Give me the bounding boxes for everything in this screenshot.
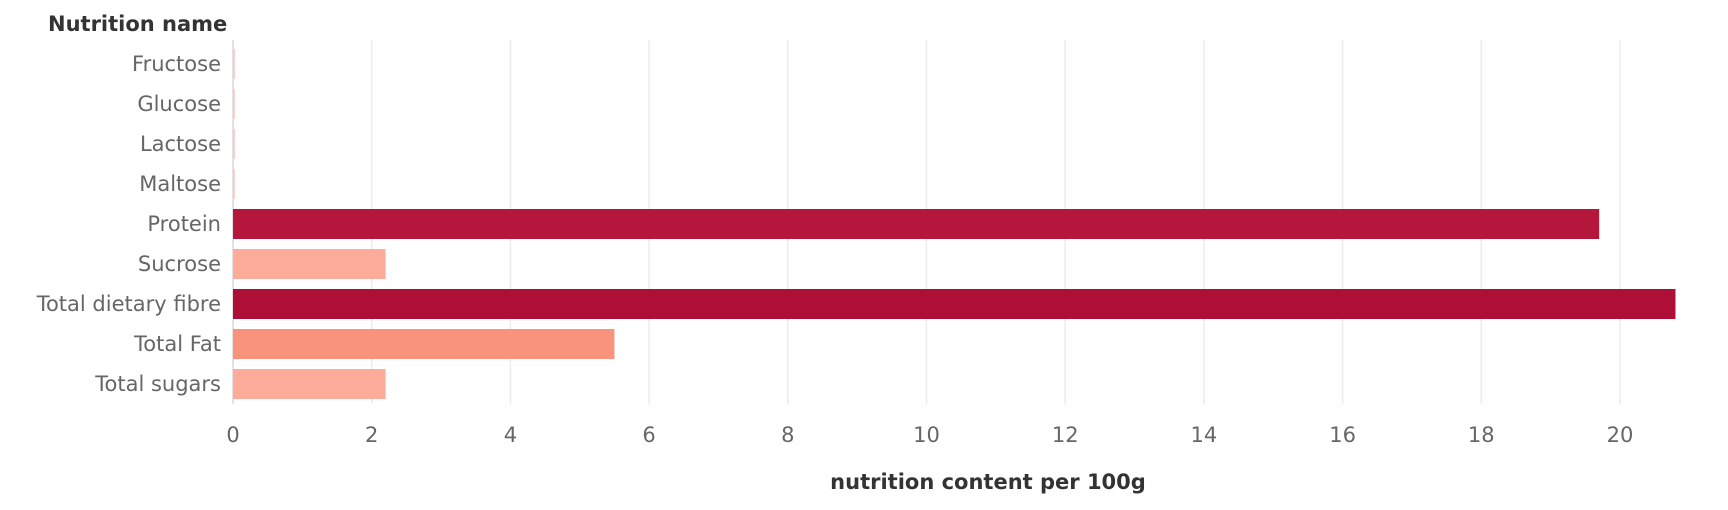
x-tick-label: 4 (504, 423, 517, 447)
x-tick-label: 12 (1052, 423, 1079, 447)
category-label: Total dietary fibre (36, 292, 221, 316)
category-labels: Fructose Glucose Lactose Maltose Protein Sucr… (36, 52, 221, 396)
category-label: Total sugars (94, 372, 221, 396)
x-tick-label: 8 (781, 423, 794, 447)
bar-protein[interactable] (233, 209, 1600, 239)
category-label: Protein (147, 212, 221, 236)
x-tick-label: 2 (365, 423, 378, 447)
category-label: Fructose (132, 52, 221, 76)
x-tick-label: 18 (1468, 423, 1495, 447)
category-label: Maltose (139, 172, 221, 196)
x-tick-label: 0 (226, 423, 239, 447)
bar-sucrose[interactable] (233, 249, 386, 279)
x-tick-label: 6 (642, 423, 655, 447)
x-axis-ticks: 0 2 4 6 8 10 12 14 16 18 20 (226, 423, 1633, 447)
x-tick-label: 10 (913, 423, 940, 447)
row-header: Nutrition name (48, 12, 227, 36)
bars (233, 49, 1676, 399)
x-axis-title: nutrition content per 100g (830, 470, 1146, 494)
category-label: Sucrose (138, 252, 221, 276)
bar-fructose[interactable] (233, 49, 235, 79)
bar-total-fat[interactable] (233, 329, 615, 359)
x-tick-label: 20 (1607, 423, 1634, 447)
category-label: Lactose (140, 132, 221, 156)
category-label: Total Fat (133, 332, 221, 356)
bar-lactose[interactable] (233, 129, 235, 159)
category-label: Glucose (137, 92, 221, 116)
bar-maltose[interactable] (233, 169, 235, 199)
bar-total-dietary-fibre[interactable] (233, 289, 1676, 319)
x-tick-label: 14 (1191, 423, 1218, 447)
bar-total-sugars[interactable] (233, 369, 386, 399)
bar-glucose[interactable] (233, 89, 235, 119)
x-tick-label: 16 (1329, 423, 1356, 447)
